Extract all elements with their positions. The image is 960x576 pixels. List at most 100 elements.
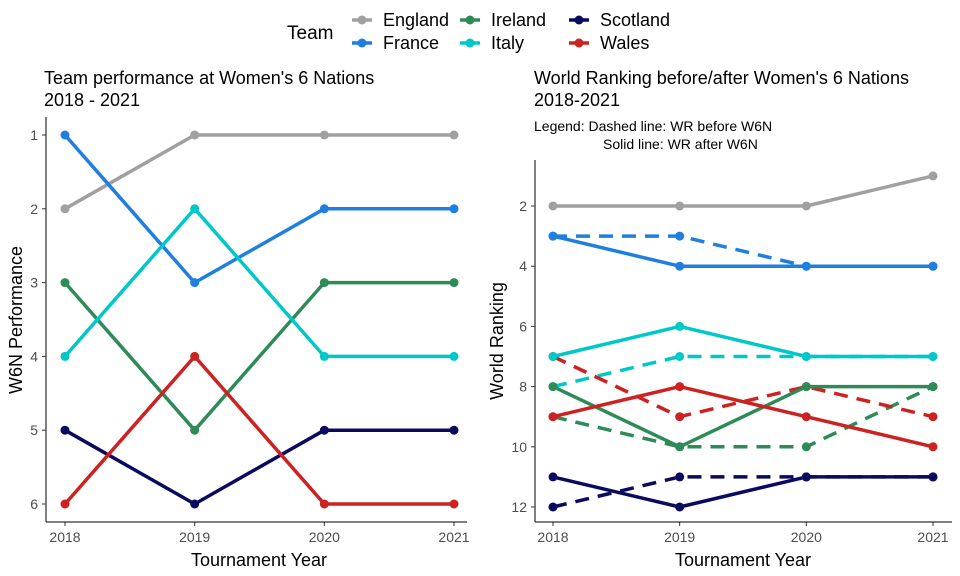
- right-before-point-scotland-2018: [548, 502, 558, 512]
- left-series-point-italy-2021: [449, 351, 459, 361]
- left-series-point-england-2021: [449, 130, 459, 140]
- left-series-point-ireland-2021: [449, 278, 459, 288]
- left-y-tick-label-2: 2: [30, 201, 38, 217]
- right-after-point-france-2020: [801, 261, 811, 271]
- legend-title: Team: [287, 23, 333, 44]
- left-x-tick-label-2018: 2018: [49, 529, 80, 545]
- left-panel: Team performance at Women's 6 Nations 20…: [6, 68, 470, 570]
- legend-key-dot-england: [357, 15, 367, 25]
- left-series-point-scotland-2018: [60, 425, 70, 435]
- legend-label-england: England: [383, 10, 449, 30]
- left-series-point-ireland-2019: [190, 425, 200, 435]
- left-series-point-wales-2019: [190, 351, 200, 361]
- right-after-point-wales-2019: [675, 382, 685, 392]
- right-x-tick-label-2020: 2020: [791, 529, 822, 545]
- legend-key-dot-france: [357, 38, 367, 48]
- right-y-axis-title: World Ranking: [487, 282, 507, 400]
- left-x-tick-label-2021: 2021: [438, 529, 469, 545]
- right-after-point-scotland-2019: [675, 502, 685, 512]
- right-after-point-italy-2021: [928, 352, 938, 361]
- right-panel: World Ranking before/after Women's 6 Nat…: [487, 68, 952, 570]
- left-series-point-ireland-2020: [319, 278, 329, 288]
- left-y-ticks: 1 2 3 4 5 6: [30, 127, 46, 512]
- right-after-line-italy: [552, 324, 933, 359]
- legend: Team England France Ireland Italy Scotland Wa…: [287, 10, 670, 53]
- right-after-point-scotland-2020: [801, 472, 811, 482]
- right-before-point-france-2019: [675, 231, 685, 241]
- right-after-point-wales-2018: [548, 412, 558, 422]
- legend-label-france: France: [383, 33, 439, 53]
- right-before-point-scotland-2019: [675, 472, 685, 482]
- left-x-ticks: 2018 2019 2020 2021: [46, 521, 470, 545]
- right-after-point-ireland-2019: [675, 442, 685, 452]
- left-series-line-italy: [63, 207, 454, 359]
- left-series-line-wales: [63, 354, 454, 506]
- left-series-point-italy-2020: [319, 351, 329, 361]
- left-series-point-ireland-2018: [60, 278, 70, 288]
- legend-key-dot-italy: [465, 38, 475, 48]
- left-series-point-wales-2018: [60, 499, 70, 509]
- right-note-line-1: Legend: Dashed line: WR before W6N: [534, 118, 772, 134]
- left-series-point-scotland-2020: [319, 425, 329, 435]
- right-after-point-wales-2021: [928, 442, 938, 452]
- right-y-tick-label-6: 6: [519, 318, 527, 334]
- right-y-tick-label-4: 4: [519, 258, 527, 274]
- legend-key-dot-ireland: [465, 15, 475, 25]
- legend-label-italy: Italy: [491, 33, 524, 53]
- right-before-point-wales-2021: [928, 412, 938, 422]
- right-after-point-italy-2019: [675, 321, 685, 331]
- right-y-tick-label-12: 12: [511, 499, 527, 515]
- right-after-line-wales: [552, 384, 934, 449]
- left-series-line-scotland: [64, 428, 454, 506]
- right-x-tick-label-2018: 2018: [537, 529, 568, 545]
- legend-label-scotland: Scotland: [600, 10, 670, 30]
- left-series-point-england-2019: [190, 130, 200, 140]
- left-y-tick-label-3: 3: [30, 275, 38, 291]
- left-x-tick-label-2020: 2020: [309, 529, 340, 545]
- right-after-point-ireland-2018: [548, 382, 558, 392]
- right-before-line-scotland: [552, 475, 933, 509]
- left-y-tick-label-1: 1: [30, 127, 38, 143]
- left-series-line-ireland: [63, 280, 454, 432]
- right-x-ticks: 2018 2019 2020 2021: [535, 521, 952, 545]
- right-after-point-scotland-2021: [928, 472, 938, 482]
- right-before-point-ireland-2020: [801, 442, 811, 452]
- right-before-point-wales-2019: [675, 412, 685, 422]
- right-after-point-england-2021: [928, 171, 938, 181]
- legend-label-ireland: Ireland: [491, 10, 546, 30]
- right-after-line-france: [552, 234, 933, 268]
- legend-key-dot-wales: [574, 38, 584, 48]
- left-series-point-france-2019: [190, 278, 200, 288]
- legend-keys: England France Ireland Italy Scotland Wales: [352, 10, 670, 53]
- right-before-line-italy: [552, 354, 933, 389]
- right-before-line-wales: [552, 354, 934, 419]
- left-series-point-wales-2020: [319, 499, 329, 509]
- left-title-line-2: 2018 - 2021: [44, 90, 140, 110]
- right-before-line-france: [553, 234, 933, 268]
- right-x-axis-title: Tournament Year: [675, 550, 811, 570]
- left-x-tick-label-2019: 2019: [179, 529, 210, 545]
- right-before-line-ireland: [552, 385, 934, 449]
- left-y-tick-label-6: 6: [30, 496, 38, 512]
- left-y-tick-label-5: 5: [30, 422, 38, 438]
- left-series: [60, 130, 459, 509]
- right-x-tick-label-2019: 2019: [664, 529, 695, 545]
- left-series-line-england: [64, 133, 454, 211]
- right-y-tick-label-10: 10: [511, 439, 527, 455]
- right-title-line-1: World Ranking before/after Women's 6 Nat…: [534, 68, 909, 88]
- right-after-point-italy-2018: [548, 352, 558, 361]
- right-title-line-2: 2018-2021: [534, 90, 620, 110]
- right-after-line-scotland: [552, 475, 933, 509]
- right-after-point-ireland-2020: [801, 382, 811, 392]
- left-series-point-france-2020: [319, 204, 329, 214]
- right-after-point-scotland-2018: [548, 472, 558, 482]
- right-after-line-ireland: [552, 384, 933, 449]
- left-series-point-scotland-2021: [449, 425, 459, 435]
- left-series-point-france-2021: [449, 204, 459, 214]
- left-y-axis-title: W6N Performance: [6, 246, 26, 394]
- right-after-point-italy-2020: [801, 352, 811, 361]
- right-after-point-france-2018: [548, 231, 558, 241]
- right-after-point-france-2019: [675, 261, 685, 271]
- right-series: [548, 171, 938, 512]
